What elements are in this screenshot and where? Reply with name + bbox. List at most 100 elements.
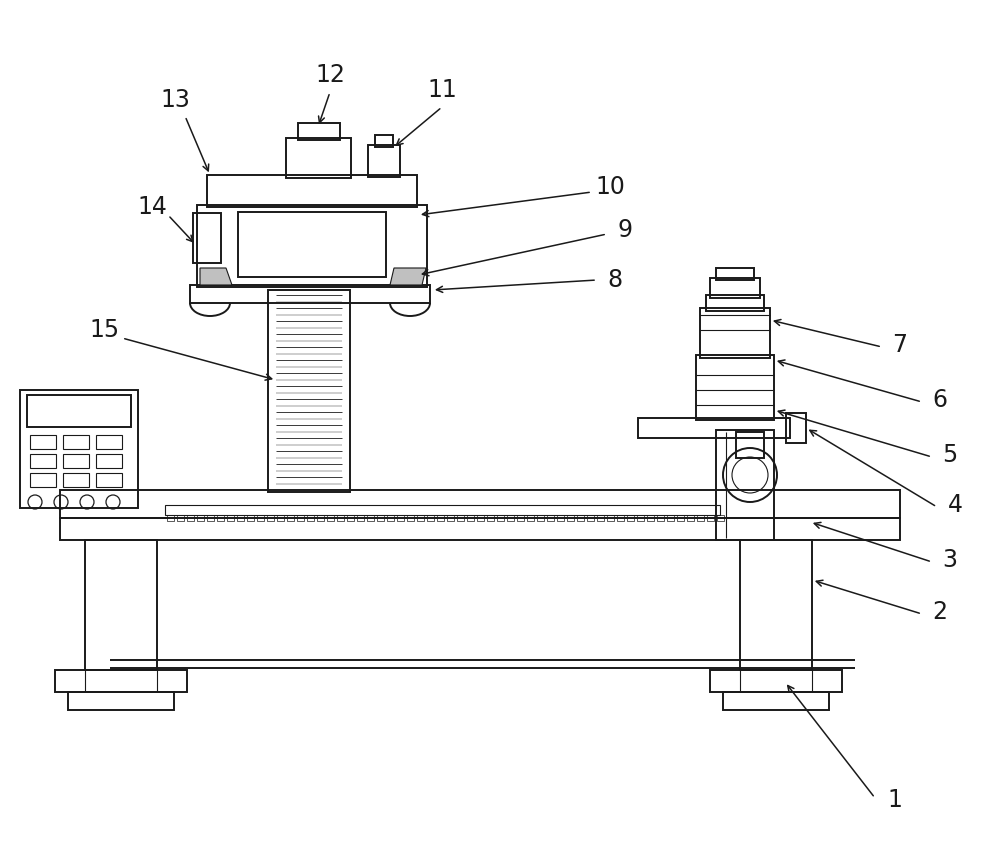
Bar [706, 295, 764, 311]
Bar [327, 515, 334, 521]
Bar [710, 670, 842, 692]
Bar [647, 515, 654, 521]
Text: 8: 8 [607, 268, 623, 292]
Bar [677, 515, 684, 521]
Bar [740, 540, 812, 670]
Bar [517, 515, 524, 521]
Text: 15: 15 [90, 318, 120, 342]
Bar [85, 540, 157, 670]
Bar [96, 454, 122, 468]
Bar [437, 515, 444, 521]
Bar [736, 432, 764, 458]
Bar [696, 355, 774, 420]
Bar [617, 515, 624, 521]
Bar [187, 515, 194, 521]
Bar [30, 435, 56, 449]
Text: 10: 10 [595, 175, 625, 199]
Bar [357, 515, 364, 521]
Bar [177, 515, 184, 521]
Bar [298, 123, 340, 140]
Bar [307, 515, 314, 521]
Bar [567, 515, 574, 521]
Text: 13: 13 [160, 88, 190, 112]
Bar [407, 515, 414, 521]
Bar [427, 515, 434, 521]
Bar [277, 515, 284, 521]
Bar [193, 213, 221, 263]
Text: 3: 3 [942, 548, 958, 572]
Bar [507, 515, 514, 521]
Bar [587, 515, 594, 521]
Bar [557, 515, 564, 521]
Bar [337, 515, 344, 521]
Bar [467, 515, 474, 521]
Bar [207, 175, 417, 207]
Bar [96, 435, 122, 449]
Bar [63, 473, 89, 487]
Text: 9: 9 [618, 218, 633, 242]
Bar [367, 515, 374, 521]
Bar [63, 435, 89, 449]
Bar [63, 454, 89, 468]
Bar [527, 515, 534, 521]
Text: 11: 11 [427, 78, 457, 102]
Bar [447, 515, 454, 521]
Bar [487, 515, 494, 521]
Bar [247, 515, 254, 521]
Bar [60, 490, 900, 518]
Bar [387, 515, 394, 521]
Bar [68, 692, 174, 710]
Bar [30, 454, 56, 468]
Bar [638, 418, 790, 438]
Bar [30, 473, 56, 487]
Bar [697, 515, 704, 521]
Bar [165, 505, 720, 515]
Bar [716, 268, 754, 280]
Bar [167, 515, 174, 521]
Text: 5: 5 [942, 443, 958, 467]
Bar [477, 515, 484, 521]
Text: 12: 12 [315, 63, 345, 87]
Bar [457, 515, 464, 521]
Bar [377, 515, 384, 521]
Bar [537, 515, 544, 521]
Bar [207, 515, 214, 521]
Polygon shape [390, 268, 426, 285]
Bar [297, 515, 304, 521]
Bar [707, 515, 714, 521]
Bar [227, 515, 234, 521]
Bar [267, 515, 274, 521]
Bar [257, 515, 264, 521]
Bar [547, 515, 554, 521]
Bar [197, 515, 204, 521]
Bar [27, 395, 131, 427]
Bar [368, 145, 400, 177]
Bar [237, 515, 244, 521]
Bar [710, 278, 760, 298]
Bar [723, 692, 829, 710]
Bar [286, 138, 351, 178]
Bar [190, 285, 430, 303]
Bar [197, 205, 427, 287]
Bar [20, 390, 138, 508]
Bar [60, 518, 900, 540]
Bar [55, 670, 187, 692]
Bar [657, 515, 664, 521]
Bar [397, 515, 404, 521]
Text: 7: 7 [893, 333, 908, 357]
Text: 14: 14 [137, 195, 167, 219]
Bar [687, 515, 694, 521]
Bar [375, 135, 393, 147]
Bar [786, 413, 806, 443]
Bar [317, 515, 324, 521]
Bar [667, 515, 674, 521]
Bar [497, 515, 504, 521]
Text: 6: 6 [932, 388, 948, 412]
Bar [217, 515, 224, 521]
Bar [287, 515, 294, 521]
Bar [597, 515, 604, 521]
Bar [238, 212, 386, 277]
Text: 4: 4 [948, 493, 962, 517]
Bar [347, 515, 354, 521]
Bar [716, 430, 774, 540]
